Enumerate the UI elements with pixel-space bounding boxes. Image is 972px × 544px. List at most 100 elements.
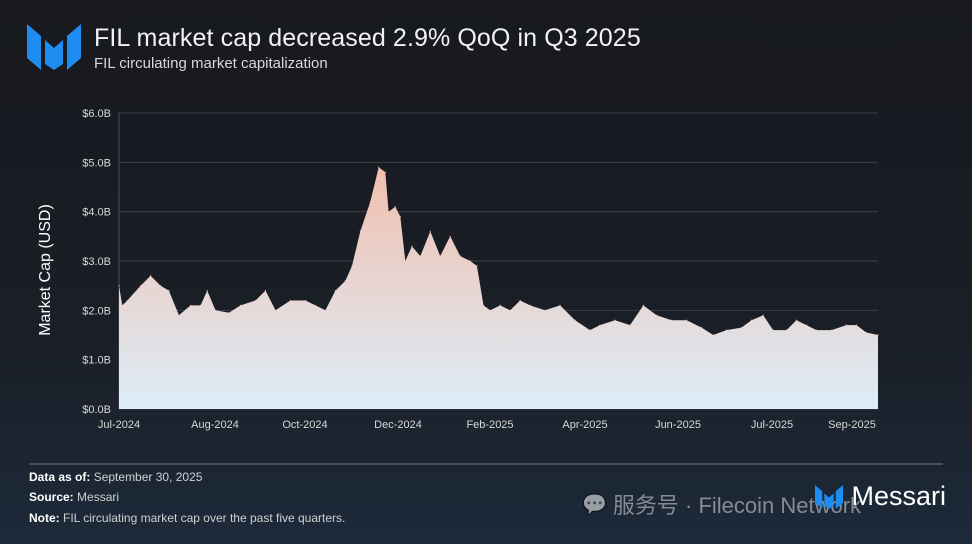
data-point xyxy=(629,324,631,326)
data-point xyxy=(160,285,162,287)
data-point xyxy=(121,304,123,306)
data-point xyxy=(178,314,180,316)
data-point xyxy=(314,304,317,306)
note-label: Note: xyxy=(29,511,60,525)
data-point xyxy=(589,329,591,331)
data-point xyxy=(359,230,361,232)
data-point xyxy=(685,319,688,321)
data-point xyxy=(499,304,501,306)
data-as-of-label: Data as of: xyxy=(29,470,91,484)
data-point xyxy=(476,265,478,267)
data-point xyxy=(199,304,202,306)
data-as-of: Data as of: September 30, 2025 xyxy=(29,470,202,484)
data-point xyxy=(344,280,346,282)
x-tick-label: Jul-2025 xyxy=(751,419,793,431)
data-point xyxy=(642,304,644,306)
data-point xyxy=(830,329,832,331)
x-tick-label: Dec-2024 xyxy=(374,419,422,431)
data-point xyxy=(795,319,798,321)
data-point xyxy=(614,319,616,321)
data-point xyxy=(656,314,658,316)
data-point xyxy=(439,255,441,257)
data-point xyxy=(214,309,217,311)
footer-divider xyxy=(29,463,943,465)
data-point xyxy=(459,255,461,257)
data-point xyxy=(815,329,818,331)
data-point xyxy=(772,329,774,331)
data-point xyxy=(574,319,576,321)
data-point xyxy=(671,319,673,321)
data-point xyxy=(419,255,421,257)
messari-brand-icon xyxy=(815,484,844,509)
data-point xyxy=(489,309,491,311)
data-point xyxy=(712,334,714,336)
data-point xyxy=(509,309,511,311)
data-point xyxy=(599,324,601,326)
source-value: Messari xyxy=(77,490,120,504)
data-point xyxy=(206,290,208,292)
data-point xyxy=(289,299,292,302)
messari-logo-icon xyxy=(27,24,81,70)
note-value: FIL circulating market cap over the past… xyxy=(63,511,346,525)
chart-subtitle: FIL circulating market capitalization xyxy=(94,55,328,72)
x-tick-label: Sep-2025 xyxy=(828,419,876,431)
wechat-icon: 💬 xyxy=(582,493,607,516)
x-tick-label: Oct-2024 xyxy=(282,419,327,431)
data-point xyxy=(865,331,867,334)
data-point xyxy=(805,324,808,326)
source-label: Source: xyxy=(29,490,74,504)
y-tick-label: $1.0B xyxy=(82,355,111,367)
data-point xyxy=(750,319,753,321)
data-point xyxy=(324,309,326,311)
data-point xyxy=(304,299,307,302)
data-point xyxy=(544,309,546,311)
area-chart: $0.0B $1.0B $2.0B $3.0B $4.0B $5.0B $6.0B Jul-… xyxy=(37,108,879,431)
data-point xyxy=(384,171,386,173)
data-point xyxy=(351,265,353,267)
y-tick-label: $5.0B xyxy=(82,157,111,169)
data-point xyxy=(845,324,847,326)
x-tick-label: Feb-2025 xyxy=(466,419,513,431)
note: Note: FIL circulating market cap over th… xyxy=(29,511,345,525)
data-point xyxy=(168,290,170,292)
data-point xyxy=(411,245,413,247)
data-point xyxy=(150,275,152,277)
data-point xyxy=(855,324,857,326)
data-point xyxy=(429,230,431,232)
data-point xyxy=(877,334,879,336)
data-point xyxy=(449,235,451,237)
x-tick-label: Jun-2025 xyxy=(655,419,701,431)
data-point xyxy=(700,327,703,329)
data-point xyxy=(334,290,336,292)
data-point xyxy=(388,211,390,213)
brand: Messari xyxy=(815,481,946,512)
data-point xyxy=(126,299,128,302)
data-point xyxy=(254,299,257,302)
data-point xyxy=(785,329,788,331)
data-point xyxy=(394,206,396,208)
y-tick-label: $0.0B xyxy=(82,404,111,416)
y-tick-label: $3.0B xyxy=(82,256,111,268)
data-point xyxy=(469,260,471,262)
x-tick-label: Jul-2024 xyxy=(98,419,140,431)
data-point xyxy=(274,309,277,311)
chart-title: FIL market cap decreased 2.9% QoQ in Q3 … xyxy=(94,24,641,52)
data-as-of-value: September 30, 2025 xyxy=(93,470,203,484)
data-point xyxy=(740,327,743,329)
data-point xyxy=(762,314,764,316)
source: Source: Messari xyxy=(29,490,119,504)
data-point xyxy=(239,304,242,306)
data-point xyxy=(725,329,728,331)
data-point xyxy=(529,304,531,306)
y-tick-label: $6.0B xyxy=(82,108,111,120)
data-point xyxy=(118,285,120,287)
data-point xyxy=(519,299,521,302)
y-axis-label: Market Cap (USD) xyxy=(37,204,54,336)
x-tick-label: Apr-2025 xyxy=(562,419,607,431)
data-point xyxy=(404,260,406,262)
brand-name: Messari xyxy=(851,481,946,511)
data-point xyxy=(378,166,380,168)
data-point xyxy=(264,290,267,292)
data-point xyxy=(369,201,371,203)
data-point xyxy=(482,304,485,306)
